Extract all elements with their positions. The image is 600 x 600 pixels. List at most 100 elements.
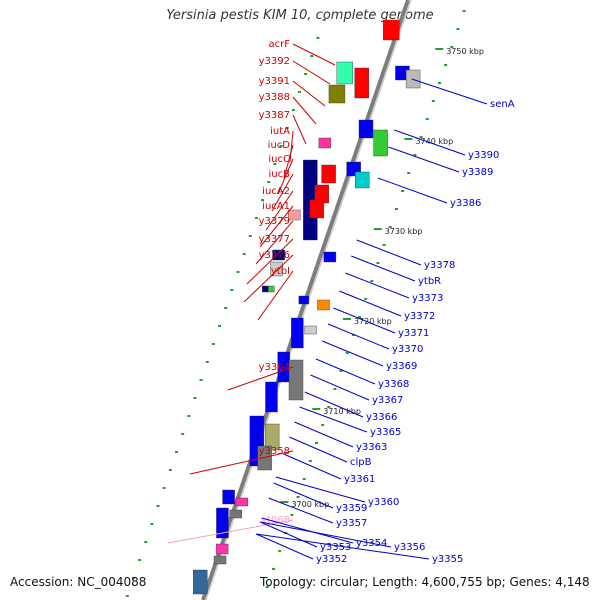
gene-label-y3391: y3391 (259, 76, 290, 87)
gene-block (323, 251, 337, 263)
gene-label-y3355: y3355 (432, 554, 463, 565)
gene-label-y3361: y3361 (344, 474, 375, 485)
connector-line (271, 173, 294, 212)
minor-tick-right (339, 370, 343, 372)
gene-label-y3376: y3376 (259, 250, 290, 261)
tick-label: 3730 kbp (385, 227, 423, 236)
map-title: Yersinia pestis KIM 10, complete genome (166, 8, 434, 23)
gene-block (317, 299, 330, 311)
major-tick (373, 228, 382, 230)
gene-label-iucC: iucC (268, 154, 290, 165)
connector-line (277, 158, 294, 195)
gene-label-senA: senA (490, 99, 515, 110)
gene-block (382, 19, 400, 41)
gene-label-y3352: y3352 (316, 554, 347, 565)
minor-tick-left (285, 127, 289, 129)
gene-label-y3364: y3364 (259, 362, 290, 373)
major-tick (342, 318, 351, 320)
gene-block (304, 325, 317, 335)
gene-block (265, 381, 278, 413)
gene-block (229, 509, 242, 519)
connector-line (243, 254, 294, 303)
connector-line (356, 239, 422, 266)
tick-label: 3750 kbp (446, 47, 484, 56)
gene-block (264, 423, 280, 451)
gene-label-y3390: y3390 (468, 150, 499, 161)
connector-line (256, 533, 430, 560)
gene-label-y3356: y3356 (394, 542, 425, 553)
minor-tick-right (407, 172, 411, 174)
gene-block (262, 285, 269, 293)
minor-tick-left (150, 523, 154, 525)
connector-line (292, 96, 317, 125)
connector-line (265, 190, 294, 231)
gene-label-y3363: y3363 (356, 442, 387, 453)
minor-tick-right (302, 478, 306, 480)
minor-tick-left (162, 487, 166, 489)
connector-line (333, 307, 396, 334)
gene-block (216, 507, 229, 539)
minor-tick-left (254, 217, 258, 219)
minor-tick-left (267, 181, 271, 183)
minor-tick-right (413, 154, 417, 156)
gene-label-iutA: iutA (270, 126, 290, 137)
gene-block (358, 119, 374, 139)
minor-tick-right (271, 568, 275, 570)
gene-label-y3389: y3389 (462, 167, 493, 178)
gene-block (270, 261, 283, 277)
gene-label-y3378: y3378 (424, 260, 455, 271)
accession-text: Accession: NC_004088 (10, 575, 147, 589)
connector-line (275, 476, 366, 503)
connector-line (345, 272, 410, 299)
gene-block (222, 489, 235, 505)
minor-tick-left (310, 55, 314, 57)
connector-line (260, 521, 318, 548)
gene-block (336, 61, 354, 85)
connector-line (321, 340, 384, 367)
gene-block (288, 209, 301, 221)
gene-block (291, 317, 304, 349)
gene-label-y3366: y3366 (366, 412, 397, 423)
gene-label-y3365: y3365 (370, 427, 401, 438)
gene-block (288, 359, 304, 401)
gene-label-ytbI: ytbI (271, 266, 290, 277)
minor-tick-left (187, 415, 191, 417)
minor-tick-right (333, 388, 337, 390)
connector-line (256, 533, 314, 560)
minor-tick-left (248, 235, 252, 237)
connector-line (257, 270, 294, 321)
minor-tick-left (181, 433, 185, 435)
minor-tick-right (358, 316, 362, 318)
minor-tick-left (304, 73, 308, 75)
minor-tick-left (242, 253, 246, 255)
minor-tick-right (278, 550, 282, 552)
gene-block (193, 569, 208, 595)
minor-tick-right (462, 10, 466, 12)
minor-tick-right (444, 64, 448, 66)
gene-block (235, 497, 249, 507)
minor-tick-left (230, 289, 234, 291)
gene-label-iucB: iucB (269, 169, 291, 180)
minor-tick-right (388, 226, 392, 228)
gene-label-y3367: y3367 (372, 395, 403, 406)
minor-tick-left (261, 199, 265, 201)
connector-line (299, 406, 368, 433)
major-tick (280, 501, 289, 503)
connector-line (260, 521, 392, 548)
minor-tick-right (450, 46, 454, 48)
connector-line (289, 436, 348, 463)
minor-tick-right (290, 514, 294, 516)
connector-line (327, 323, 390, 350)
minor-tick-left (273, 163, 277, 165)
gene-label-y3353: y3353 (320, 542, 351, 553)
minor-tick-right (321, 424, 325, 426)
minor-tick-left (156, 505, 160, 507)
minor-tick-left (322, 19, 326, 21)
connector-line (246, 238, 294, 285)
connector-line (273, 482, 334, 509)
gene-label-y3370: y3370 (392, 344, 423, 355)
gene-label-clpB: clpB (350, 457, 372, 468)
gene-label-y3371: y3371 (398, 328, 429, 339)
connector-line (292, 114, 307, 145)
connector-line (268, 497, 334, 524)
